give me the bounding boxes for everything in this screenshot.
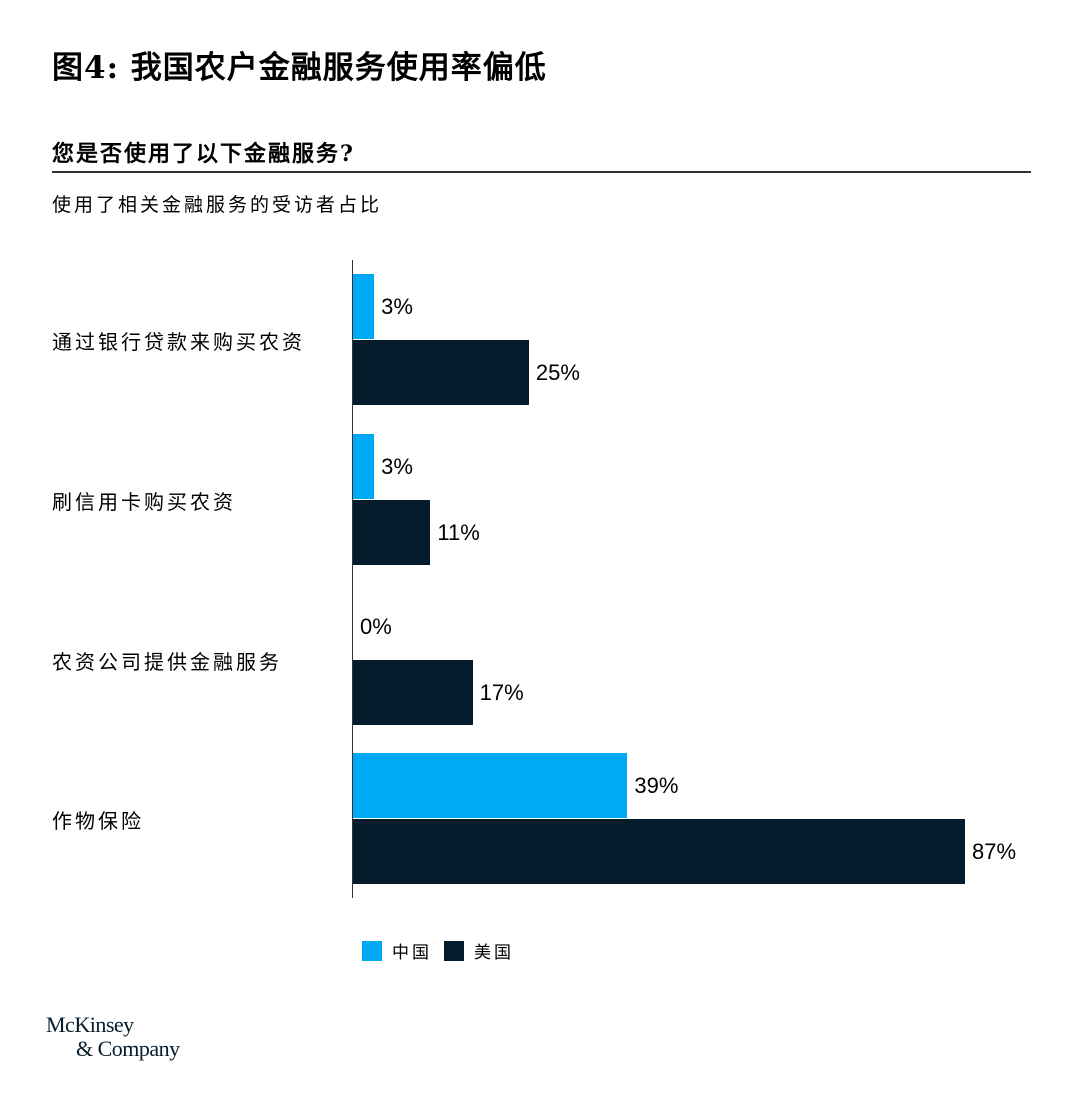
divider [52, 171, 1031, 173]
category-label: 农资公司提供金融服务 [52, 650, 282, 674]
bar-usa [353, 660, 473, 725]
value-label: 11% [437, 520, 480, 545]
chart-question: 您是否使用了以下金融服务? [52, 141, 355, 167]
y-axis [352, 260, 353, 898]
bar-china [353, 434, 375, 499]
value-label: 39% [634, 773, 679, 798]
mckinsey-logo: McKinsey & Company [46, 1013, 180, 1061]
legend-label-china: 中国 [392, 943, 432, 963]
value-label: 3% [381, 294, 413, 319]
value-label: 87% [972, 839, 1017, 864]
bar-china [353, 753, 628, 818]
chart-title: 图4: 我国农户金融服务使用率偏低 [52, 50, 547, 86]
bar-china [353, 274, 375, 339]
legend-item-usa: 美国 [444, 938, 514, 963]
category-label: 作物保险 [52, 809, 144, 833]
legend-swatch-china [362, 940, 382, 961]
value-label: 3% [381, 454, 413, 479]
bar-usa [353, 340, 529, 405]
legend-item-china: 中国 [362, 938, 432, 963]
value-label: 25% [535, 360, 580, 385]
logo-line-1: McKinsey [46, 1012, 134, 1037]
category-label: 通过银行贷款来购买农资 [52, 330, 305, 354]
bar-usa [353, 500, 431, 565]
chart-subtitle: 使用了相关金融服务的受访者占比 [52, 194, 383, 216]
legend-label-usa: 美国 [474, 943, 514, 963]
legend-swatch-usa [444, 940, 464, 961]
value-label: 0% [360, 614, 392, 639]
value-label: 17% [479, 680, 524, 705]
logo-line-2: & Company [76, 1036, 180, 1061]
bar-usa [353, 819, 966, 884]
category-label: 刷信用卡购买农资 [52, 490, 236, 514]
legend: 中国 美国 [362, 938, 526, 963]
